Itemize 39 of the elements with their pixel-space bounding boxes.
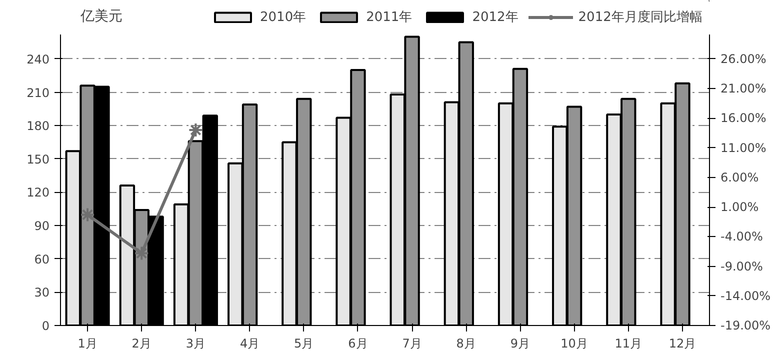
legend-label: 2010年 <box>260 9 306 26</box>
x-tick-label: 8月 <box>456 336 476 350</box>
legend-label: 2012年 <box>472 9 518 26</box>
y-tick-label: 150 <box>26 152 50 166</box>
y2-tick-label: -9.00% <box>720 259 763 274</box>
legend-label: 2011年 <box>366 9 412 26</box>
x-tick-label: 4月 <box>240 336 260 350</box>
y-tick-label: 0 <box>42 319 50 333</box>
y2-tick-label: -14.00% <box>720 288 771 303</box>
y2-tick-label: 1.00% <box>720 200 759 214</box>
x-tick-label: 7月 <box>402 336 422 350</box>
y-tick-label: 90 <box>34 219 50 234</box>
y2-tick-label: 11.00% <box>720 140 766 155</box>
legend-label: 2012年月度同比增幅 <box>578 9 702 26</box>
x-tick-label: 2月 <box>132 336 152 350</box>
y2-tick-label: -19.00% <box>720 318 771 332</box>
y2-tick-label: 6.00% <box>720 170 759 184</box>
y-tick-label: 210 <box>26 86 50 100</box>
y2-tick-label: 26.00% <box>720 52 766 66</box>
x-tick-label: 9月 <box>510 336 530 350</box>
y2-tick-label: 16.00% <box>720 111 766 126</box>
x-tick-label: 3月 <box>186 336 206 350</box>
y2-tick-label: 21.00% <box>720 82 766 96</box>
x-tick-label: 6月 <box>348 336 368 350</box>
x-tick-label: 11月 <box>614 336 642 350</box>
x-tick-label: 12月 <box>668 336 696 350</box>
x-tick-label: 10月 <box>560 336 588 350</box>
y-tick-label: 180 <box>26 119 50 134</box>
y-tick-label: 60 <box>34 252 50 266</box>
point <box>188 122 204 138</box>
x-tick-label: 1月 <box>78 336 98 350</box>
y-tick-label: 30 <box>34 286 50 300</box>
point <box>80 207 96 222</box>
y-axis-title: 亿美元 <box>80 8 122 24</box>
point <box>134 246 150 261</box>
y-tick-label: 120 <box>26 186 50 200</box>
x-tick-label: 5月 <box>294 336 314 350</box>
y2-tick-label: -4.00% <box>720 230 763 244</box>
y-tick-label: 240 <box>26 52 50 66</box>
